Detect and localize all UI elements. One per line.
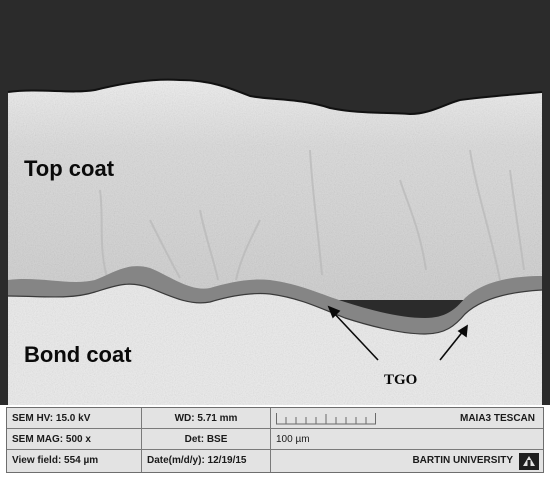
tgo-inner-edge bbox=[7, 283, 543, 335]
detector-value: Det: BSE bbox=[142, 429, 271, 450]
sem-mag-value: SEM MAG: 500 x bbox=[7, 429, 142, 450]
top-coat-region bbox=[8, 79, 542, 300]
sem-info-bar: SEM HV: 15.0 kV WD: 5.71 mm MAIA3 TESCAN… bbox=[6, 407, 544, 473]
columnar-streaks bbox=[99, 149, 525, 281]
tgo-arrow-left-head bbox=[327, 305, 341, 319]
institution-name: BARTIN UNIVERSITY bbox=[412, 455, 513, 466]
top-coat-label: Top coat bbox=[24, 156, 115, 181]
date-value: Date(m/d/y): 12/19/15 bbox=[142, 450, 271, 472]
sem-hv-value: SEM HV: 15.0 kV bbox=[7, 408, 142, 429]
tescan-logo-icon bbox=[519, 453, 539, 470]
tgo-arrows bbox=[327, 305, 468, 361]
bond-coat-label: Bond coat bbox=[24, 342, 132, 367]
tgo-layer bbox=[8, 266, 542, 334]
scale-bar-icon bbox=[276, 413, 376, 425]
tgo-arrow-left bbox=[331, 310, 379, 361]
sem-micrograph bbox=[0, 0, 550, 405]
surface-rim bbox=[7, 78, 543, 116]
vendor-name: MAIA3 TESCAN bbox=[271, 408, 543, 429]
tgo-label: TGO bbox=[384, 372, 418, 388]
scale-bar-value: 100 µm bbox=[271, 429, 543, 450]
tgo-arrow-right-head bbox=[457, 324, 468, 338]
view-field-value: View field: 554 µm bbox=[7, 450, 142, 472]
working-distance-value: WD: 5.71 mm bbox=[142, 408, 271, 429]
bond-coat-region bbox=[8, 284, 542, 405]
tgo-arrow-right bbox=[439, 329, 465, 361]
